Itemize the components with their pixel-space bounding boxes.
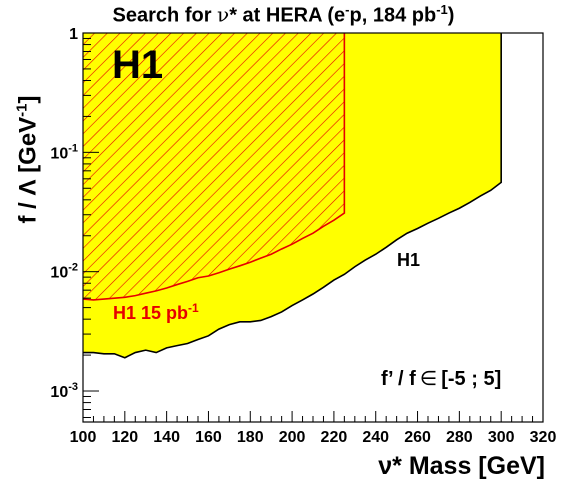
x-axis-label: ν* Mass [GeV] <box>378 452 545 480</box>
h1-15pb-limit-curve <box>83 33 346 301</box>
title-mid: * at HERA (e <box>229 4 346 27</box>
chart-title: Search for ν* at HERA (e-p, 184 pb-1) <box>0 2 567 28</box>
y-tick-base: 10 <box>50 384 68 401</box>
x-tick-label: 120 <box>111 429 138 446</box>
title-sup1: - <box>345 2 350 17</box>
h1-15pb-exclusion-region <box>83 33 345 300</box>
title-sup2: -1 <box>436 2 448 17</box>
ratio-symbol: ∈ <box>420 366 437 390</box>
x-tick-label: 320 <box>530 429 557 446</box>
y-tick-label: 10-2 <box>50 262 78 282</box>
h1-15pb-label: H1 15 pb-1 <box>113 301 199 323</box>
y-tick-base: 10 <box>50 265 68 282</box>
y-tick-exponent: -2 <box>68 262 78 274</box>
h1-15pb-label-text: H1 15 pb <box>113 303 188 323</box>
y-tick-exponent: -1 <box>68 142 78 154</box>
coupling-ratio-label: f’ / f ∈ [-5 ; 5] <box>381 366 501 390</box>
h1-limit-curve <box>83 33 502 359</box>
h1-logo: H1 <box>112 43 163 87</box>
title-prefix: Search for <box>112 4 218 27</box>
x-tick-label: 300 <box>488 429 515 446</box>
title-symbol: ν <box>217 2 230 27</box>
x-tick-label: 220 <box>321 429 348 446</box>
ratio-range: [-5 ; 5] <box>441 368 501 390</box>
title-suffix: ) <box>447 4 455 27</box>
y-tick-exponent: -3 <box>68 381 78 393</box>
x-tick-label: 240 <box>362 429 389 446</box>
annotations: H1 H1 H1 15 pb-1 f’ / f ∈ [-5 ; 5] ν* Mass… <box>112 43 545 480</box>
h1-curve-label: H1 <box>397 250 420 270</box>
ratio-text: f’ / f <box>381 368 416 390</box>
y-tick-base: 1 <box>69 26 78 43</box>
x-tick-label: 280 <box>446 429 473 446</box>
title-mid2: p, 184 pb <box>349 4 437 27</box>
y-tick-label: 10-3 <box>50 381 78 401</box>
h1-15pb-label-sup: -1 <box>188 301 199 315</box>
x-tick-label: 100 <box>70 429 97 446</box>
axes: 100 120 140 160 180 200 220 240 260 280 300 320110-… <box>50 26 556 446</box>
y-tick-base: 10 <box>50 145 68 162</box>
y-tick-label: 10-1 <box>50 142 78 162</box>
x-tick-label: 180 <box>237 429 264 446</box>
y-tick-label: 1 <box>69 26 78 43</box>
x-tick-label: 140 <box>153 429 180 446</box>
x-tick-label: 260 <box>404 429 431 446</box>
plot-area <box>83 33 502 359</box>
x-tick-label: 160 <box>195 429 222 446</box>
x-tick-label: 200 <box>279 429 306 446</box>
